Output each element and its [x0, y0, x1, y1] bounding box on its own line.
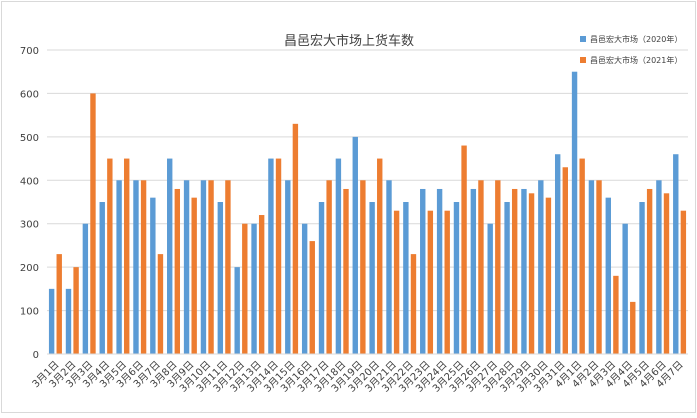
bar-series-1 [588, 180, 595, 354]
bar-series-2 [360, 180, 366, 354]
bar-series-2 [107, 158, 113, 354]
bar-series-1 [82, 223, 89, 354]
legend: 昌邑宏大市场（2020年） 昌邑宏大市场（2021年） [580, 34, 682, 65]
bar-series-2 [90, 93, 96, 355]
bar-series-1 [453, 202, 460, 354]
bar-series-2 [191, 197, 197, 354]
bar-series-1 [48, 288, 55, 354]
bar-series-2 [562, 167, 568, 354]
bar-series-2 [478, 180, 484, 354]
bar-series-2 [663, 193, 670, 354]
y-tick-label: 0 [33, 350, 39, 361]
bar-series-2 [596, 180, 602, 354]
bar-series-2 [292, 123, 299, 354]
y-tick-label: 400 [20, 176, 39, 187]
bar-series-2 [646, 188, 653, 354]
bar-series-2 [410, 254, 417, 354]
bar-series-1 [65, 288, 72, 354]
bar-series-1 [436, 188, 443, 354]
bar-series-1 [99, 202, 105, 354]
bar-series-2 [444, 210, 450, 354]
bar-series-1 [200, 180, 207, 354]
bar-series-1 [521, 188, 527, 354]
bar-series-2 [461, 145, 467, 354]
bar-series-1 [183, 180, 190, 354]
legend-swatch [580, 57, 586, 63]
bar-series-1 [470, 188, 477, 354]
bar-series-2 [427, 210, 434, 354]
bar-series-2 [495, 180, 501, 354]
bar-series-1 [673, 154, 679, 354]
bar-series-1 [335, 158, 342, 354]
bar-series-1 [487, 223, 493, 354]
bar-series-2 [545, 197, 552, 354]
bar-series-1 [352, 136, 358, 354]
bar-series-1 [234, 267, 240, 354]
bar-series-1 [217, 202, 224, 354]
bar-series-2 [258, 215, 265, 354]
bar-series-2 [393, 210, 400, 354]
y-tick-label: 700 [20, 46, 39, 57]
bar-series-2 [140, 180, 147, 354]
bar-series-2 [124, 158, 130, 354]
bar-series-2 [613, 275, 619, 354]
bar-series-1 [656, 180, 662, 354]
bar-series-2 [242, 223, 248, 354]
bar-series-1 [639, 202, 645, 354]
bar-series-1 [554, 154, 561, 354]
bar-series-2 [680, 210, 687, 354]
bar-series-2 [275, 158, 282, 354]
bar-series-2 [528, 193, 535, 354]
bar-series-1 [386, 180, 392, 354]
bar-series-1 [268, 158, 274, 354]
bar-series-1 [301, 223, 308, 354]
y-tick-label: 100 [20, 307, 39, 318]
bar-series-1 [605, 197, 611, 354]
bar-series-2 [73, 267, 79, 354]
bar-series-1 [622, 223, 628, 354]
bars [48, 71, 687, 355]
bar-series-1 [285, 180, 291, 354]
bar-series-1 [538, 180, 544, 354]
bar-series-2 [225, 180, 231, 354]
bar-series-2 [343, 188, 349, 354]
chart-title: 昌邑宏大市场上货车数 [284, 33, 414, 49]
bar-series-2 [326, 180, 332, 354]
legend-label: 昌邑宏大市场（2020年） [590, 34, 682, 44]
bar-series-2 [309, 241, 315, 354]
y-tick-label: 300 [20, 220, 39, 231]
y-tick-label: 600 [20, 89, 39, 100]
bar-series-1 [504, 202, 510, 354]
bar-series-1 [133, 180, 139, 354]
bar-series-2 [174, 188, 181, 354]
bar-series-1 [403, 202, 409, 354]
bar-series-2 [630, 301, 636, 354]
bar-series-2 [56, 254, 62, 354]
bar-series-2 [511, 188, 518, 354]
bar-series-2 [377, 158, 383, 354]
bar-series-1 [571, 71, 578, 355]
bar-series-2 [208, 180, 214, 354]
bar-series-1 [167, 158, 173, 354]
bar-series-1 [318, 202, 325, 354]
y-tick-label: 500 [20, 133, 39, 144]
bar-series-1 [420, 188, 426, 354]
legend-swatch [580, 36, 586, 42]
y-axis-tick-labels: 0 100 200 300 400 500 600 700 [20, 46, 39, 361]
legend-label: 昌邑宏大市场（2021年） [590, 55, 682, 65]
bar-series-1 [369, 202, 375, 354]
y-tick-label: 200 [20, 263, 39, 274]
bar-series-2 [157, 254, 164, 354]
bar-series-1 [251, 223, 257, 354]
bar-series-1 [150, 197, 156, 354]
bar-series-1 [116, 180, 122, 354]
bar-series-2 [579, 158, 585, 354]
